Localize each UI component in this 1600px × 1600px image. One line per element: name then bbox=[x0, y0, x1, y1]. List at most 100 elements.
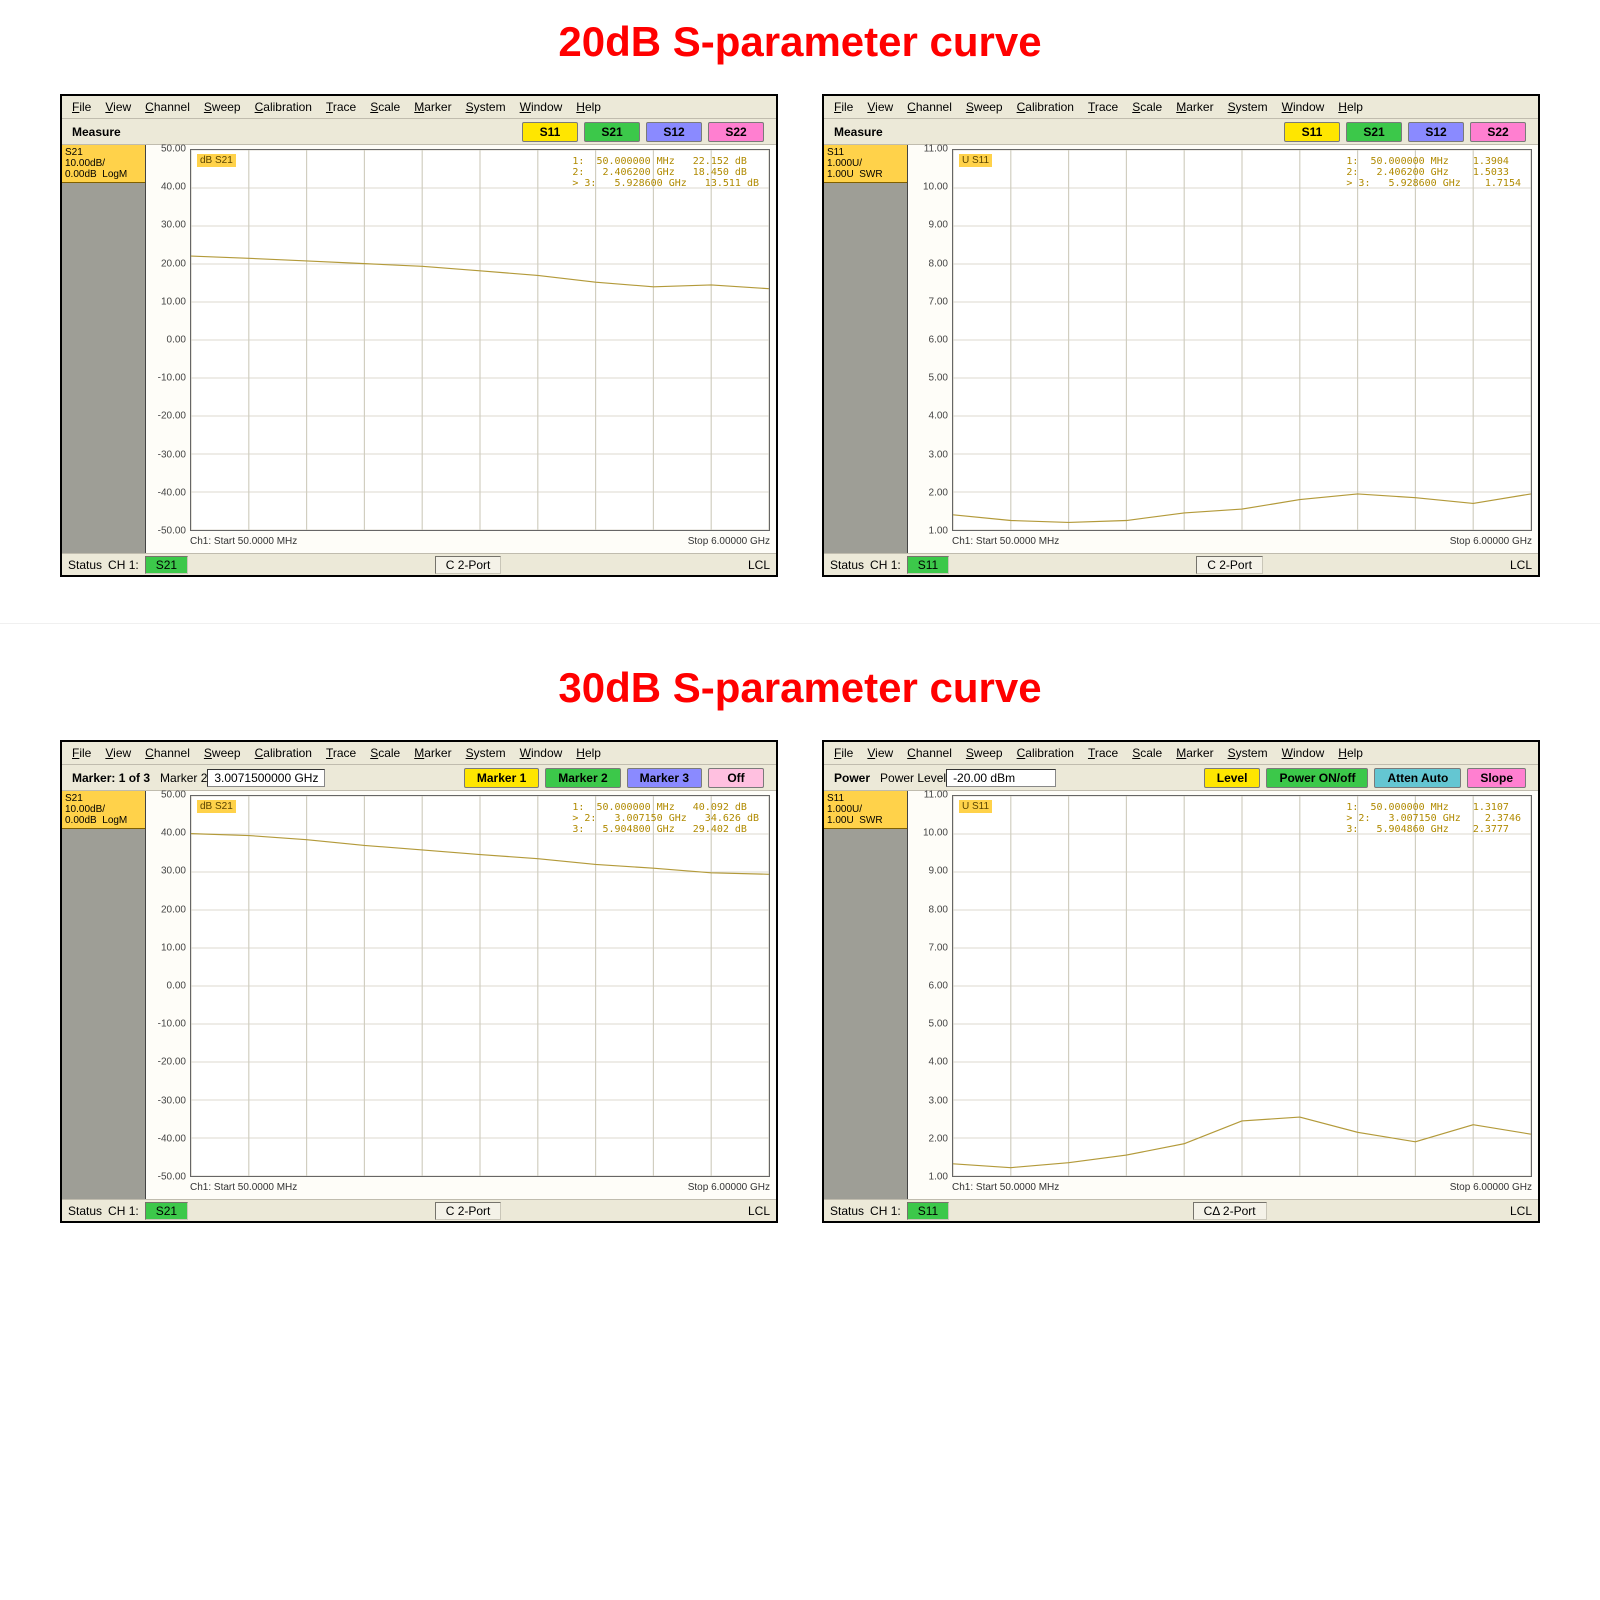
marker-readout: 1: 50.000000 MHz 1.3107 > 2: 3.007150 GH… bbox=[1346, 802, 1521, 835]
s21-button[interactable]: S21 bbox=[1346, 122, 1402, 142]
trace-header: dB S21 bbox=[197, 800, 236, 813]
menu-item[interactable]: Help bbox=[570, 744, 607, 762]
menu-item[interactable]: Scale bbox=[364, 744, 406, 762]
y-tick: -40.00 bbox=[158, 487, 186, 498]
toolbar-input[interactable]: -20.00 dBm bbox=[946, 769, 1056, 787]
menu-item[interactable]: Scale bbox=[1126, 744, 1168, 762]
toolbar-button[interactable]: Marker 1 bbox=[464, 768, 539, 788]
menu-item[interactable]: File bbox=[828, 744, 859, 762]
menu-item[interactable]: Marker bbox=[1170, 744, 1219, 762]
s22-button[interactable]: S22 bbox=[1470, 122, 1526, 142]
trace-header: U S11 bbox=[959, 154, 992, 167]
plot-area: 11.0010.009.008.007.006.005.004.003.002.… bbox=[908, 145, 1538, 553]
plot: U S111: 50.000000 MHz 1.3904 2: 2.406200… bbox=[952, 149, 1532, 531]
s11-button[interactable]: S11 bbox=[522, 122, 578, 142]
toolbar-button[interactable]: Power ON/off bbox=[1266, 768, 1368, 788]
menu-item[interactable]: View bbox=[861, 98, 899, 116]
menu-item[interactable]: Help bbox=[570, 98, 607, 116]
toolbar-button[interactable]: Off bbox=[708, 768, 764, 788]
s12-button[interactable]: S12 bbox=[646, 122, 702, 142]
menu-item[interactable]: View bbox=[99, 98, 137, 116]
menu-item[interactable]: File bbox=[828, 98, 859, 116]
y-tick: 0.00 bbox=[167, 981, 186, 992]
toolbar-label: Power bbox=[830, 771, 880, 785]
menu-item[interactable]: Marker bbox=[1170, 98, 1219, 116]
menu-item[interactable]: Channel bbox=[139, 744, 196, 762]
section-divider bbox=[0, 623, 1600, 624]
status-right: LCL bbox=[748, 1204, 770, 1218]
menu-item[interactable]: Channel bbox=[901, 98, 958, 116]
menu-item[interactable]: Marker bbox=[408, 744, 457, 762]
s11-button[interactable]: S11 bbox=[1284, 122, 1340, 142]
menubar[interactable]: FileViewChannelSweepCalibrationTraceScal… bbox=[824, 96, 1538, 119]
s22-button[interactable]: S22 bbox=[708, 122, 764, 142]
menu-item[interactable]: Window bbox=[1276, 744, 1331, 762]
menubar[interactable]: FileViewChannelSweepCalibrationTraceScal… bbox=[824, 742, 1538, 765]
s21-button[interactable]: S21 bbox=[584, 122, 640, 142]
menu-item[interactable]: Trace bbox=[320, 98, 362, 116]
y-tick: 40.00 bbox=[161, 828, 186, 839]
toolbar-button[interactable]: Slope bbox=[1467, 768, 1526, 788]
toolbar-button[interactable]: Marker 3 bbox=[627, 768, 702, 788]
toolbar-button[interactable]: Atten Auto bbox=[1374, 768, 1461, 788]
y-tick: -30.00 bbox=[158, 449, 186, 460]
menu-item[interactable]: System bbox=[460, 98, 512, 116]
menu-item[interactable]: View bbox=[99, 744, 137, 762]
status-label: Status bbox=[830, 1204, 864, 1218]
y-tick: 40.00 bbox=[161, 182, 186, 193]
menu-item[interactable]: Trace bbox=[320, 744, 362, 762]
menu-item[interactable]: System bbox=[1222, 744, 1274, 762]
y-tick: 30.00 bbox=[161, 866, 186, 877]
s12-button[interactable]: S12 bbox=[1408, 122, 1464, 142]
menu-item[interactable]: Sweep bbox=[198, 98, 247, 116]
toolbar-label: Marker: 1 of 3 bbox=[68, 771, 160, 785]
menu-item[interactable]: File bbox=[66, 744, 97, 762]
menu-item[interactable]: Trace bbox=[1082, 98, 1124, 116]
vna-30-s21: FileViewChannelSweepCalibrationTraceScal… bbox=[60, 740, 778, 1223]
plot-area: 50.0040.0030.0020.0010.000.00-10.00-20.0… bbox=[146, 145, 776, 553]
y-tick: 20.00 bbox=[161, 258, 186, 269]
y-tick: -20.00 bbox=[158, 1057, 186, 1068]
menu-item[interactable]: Calibration bbox=[249, 744, 318, 762]
menu-item[interactable]: Calibration bbox=[1011, 744, 1080, 762]
menu-item[interactable]: Window bbox=[514, 98, 569, 116]
menu-item[interactable]: Calibration bbox=[1011, 98, 1080, 116]
trace-badge: S21 10.00dB/ 0.00dB LogM bbox=[62, 791, 145, 829]
menubar[interactable]: FileViewChannelSweepCalibrationTraceScal… bbox=[62, 742, 776, 765]
toolbar-input[interactable]: 3.0071500000 GHz bbox=[207, 769, 325, 787]
plot-area: 50.0040.0030.0020.0010.000.00-10.00-20.0… bbox=[146, 791, 776, 1199]
menu-item[interactable]: Trace bbox=[1082, 744, 1124, 762]
vna-30-s11: FileViewChannelSweepCalibrationTraceScal… bbox=[822, 740, 1540, 1223]
x-start: Ch1: Start 50.0000 MHz bbox=[190, 1182, 297, 1193]
trace-badge: S21 10.00dB/ 0.00dB LogM bbox=[62, 145, 145, 183]
y-tick: 10.00 bbox=[161, 942, 186, 953]
menu-item[interactable]: Scale bbox=[364, 98, 406, 116]
menu-item[interactable]: Sweep bbox=[960, 98, 1009, 116]
menu-item[interactable]: Sweep bbox=[198, 744, 247, 762]
menu-item[interactable]: File bbox=[66, 98, 97, 116]
menu-item[interactable]: Scale bbox=[1126, 98, 1168, 116]
menu-item[interactable]: Help bbox=[1332, 98, 1369, 116]
menu-item[interactable]: Channel bbox=[901, 744, 958, 762]
toolbar-button[interactable]: Marker 2 bbox=[545, 768, 620, 788]
toolbar-button[interactable]: Level bbox=[1204, 768, 1261, 788]
toolbar-buttons: S11 S21 S12 S22 bbox=[522, 122, 770, 142]
menu-item[interactable]: View bbox=[861, 744, 899, 762]
y-tick: 7.00 bbox=[929, 296, 948, 307]
plot: dB S211: 50.000000 MHz 22.152 dB 2: 2.40… bbox=[190, 149, 770, 531]
menu-item[interactable]: Window bbox=[514, 744, 569, 762]
vna-20-s11: FileViewChannelSweepCalibrationTraceScal… bbox=[822, 94, 1540, 577]
trace-header: U S11 bbox=[959, 800, 992, 813]
menu-item[interactable]: Window bbox=[1276, 98, 1331, 116]
menu-item[interactable]: Calibration bbox=[249, 98, 318, 116]
status-bar: StatusCH 1:S11C 2-PortLCL bbox=[824, 553, 1538, 575]
sidebar: S21 10.00dB/ 0.00dB LogM bbox=[62, 791, 146, 1199]
menubar[interactable]: FileViewChannelSweepCalibrationTraceScal… bbox=[62, 96, 776, 119]
menu-item[interactable]: Marker bbox=[408, 98, 457, 116]
menu-item[interactable]: Help bbox=[1332, 744, 1369, 762]
y-tick: 5.00 bbox=[929, 373, 948, 384]
menu-item[interactable]: System bbox=[460, 744, 512, 762]
menu-item[interactable]: Sweep bbox=[960, 744, 1009, 762]
menu-item[interactable]: System bbox=[1222, 98, 1274, 116]
menu-item[interactable]: Channel bbox=[139, 98, 196, 116]
